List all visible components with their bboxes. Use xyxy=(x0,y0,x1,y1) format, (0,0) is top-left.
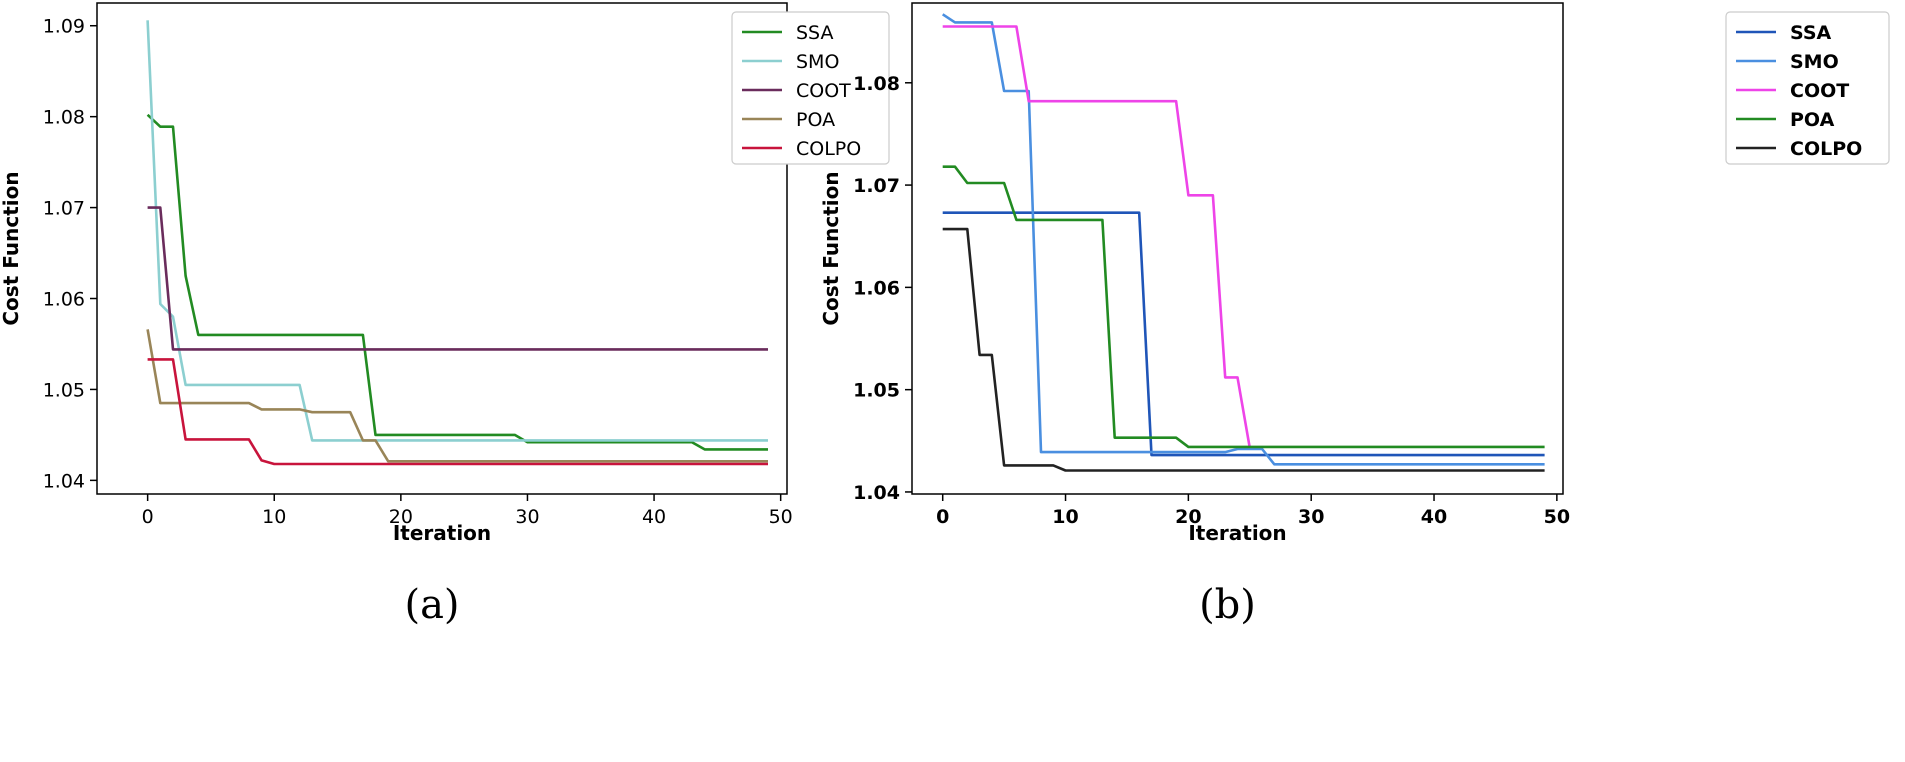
series-line-ssa xyxy=(942,211,1545,457)
legend-box xyxy=(731,11,890,165)
legend-box xyxy=(1725,11,1890,165)
series-line-poa xyxy=(146,329,768,463)
x-tick-label: 20 xyxy=(1175,506,1201,528)
y-tick-label: 1.08 xyxy=(853,73,900,95)
x-tick-label: 40 xyxy=(642,506,666,528)
y-tick-label: 1.04 xyxy=(853,482,900,504)
y-tick-label: 1.07 xyxy=(853,175,900,197)
legend-label-ssa: SSA xyxy=(796,22,833,44)
chart-b: 0 10 20 30 40 50 1.04 1.05 1.06 1.07 1.08 Iteration… xyxy=(819,2,1890,628)
series-line-smo xyxy=(146,20,768,442)
x-tick-label: 50 xyxy=(1544,506,1570,528)
x-tick-label: 30 xyxy=(515,506,539,528)
y-tick-label: 1.07 xyxy=(43,198,85,220)
y-tick-label: 1.06 xyxy=(43,289,85,311)
x-tick-label: 30 xyxy=(1298,506,1324,528)
series-line-coot xyxy=(942,25,1252,449)
x-tick-label: 10 xyxy=(262,506,286,528)
legend-label-colpo: COLPO xyxy=(796,138,861,160)
chart-caption: (a) xyxy=(404,582,459,628)
x-tick-label: 0 xyxy=(936,506,949,528)
plot-frame xyxy=(96,2,788,495)
series-line-ssa xyxy=(146,113,768,451)
chart-a: 0 10 20 30 40 50 1.04 1.05 1.06 1.07 1.08 1.09 Itera… xyxy=(0,2,890,628)
series-line-colpo xyxy=(942,227,1545,472)
series-line-colpo xyxy=(147,358,768,466)
y-tick-label: 1.08 xyxy=(43,107,85,129)
y-axis-label: Cost Function xyxy=(0,171,23,325)
x-tick-label: 20 xyxy=(389,506,413,528)
y-axis-label: Cost Function xyxy=(819,171,843,325)
legend-label-ssa: SSA xyxy=(1790,22,1832,44)
legend-label-poa: POA xyxy=(796,109,835,131)
legend-label-smo: SMO xyxy=(796,51,839,73)
x-tick-label: 0 xyxy=(142,506,154,528)
x-tick-label: 10 xyxy=(1052,506,1078,528)
legend: SSA SMO COOT POA COLPO xyxy=(731,11,890,165)
y-tick-label: 1.04 xyxy=(43,470,85,492)
y-tick-label: 1.09 xyxy=(43,16,85,38)
legend-label-colpo: COLPO xyxy=(1790,138,1862,160)
legend-label-smo: SMO xyxy=(1790,51,1839,73)
y-tick-label: 1.06 xyxy=(853,277,900,299)
series-line-smo xyxy=(941,13,1545,466)
series-line-coot xyxy=(147,206,768,351)
x-axis-label: Iteration xyxy=(1188,521,1286,545)
y-tick-label: 1.05 xyxy=(43,379,85,401)
x-axis-label: Iteration xyxy=(393,521,491,545)
legend: SSA SMO COOT POA COLPO xyxy=(1725,11,1890,165)
plot-frame xyxy=(911,2,1564,495)
chart-caption: (b) xyxy=(1199,582,1256,628)
series-line-poa xyxy=(942,165,1545,449)
legend-label-coot: COOT xyxy=(1790,80,1849,102)
legend-label-poa: POA xyxy=(1790,109,1835,131)
y-tick-label: 1.05 xyxy=(853,380,900,402)
legend-label-coot: COOT xyxy=(796,80,851,102)
x-tick-label: 50 xyxy=(769,506,793,528)
x-tick-label: 40 xyxy=(1421,506,1447,528)
